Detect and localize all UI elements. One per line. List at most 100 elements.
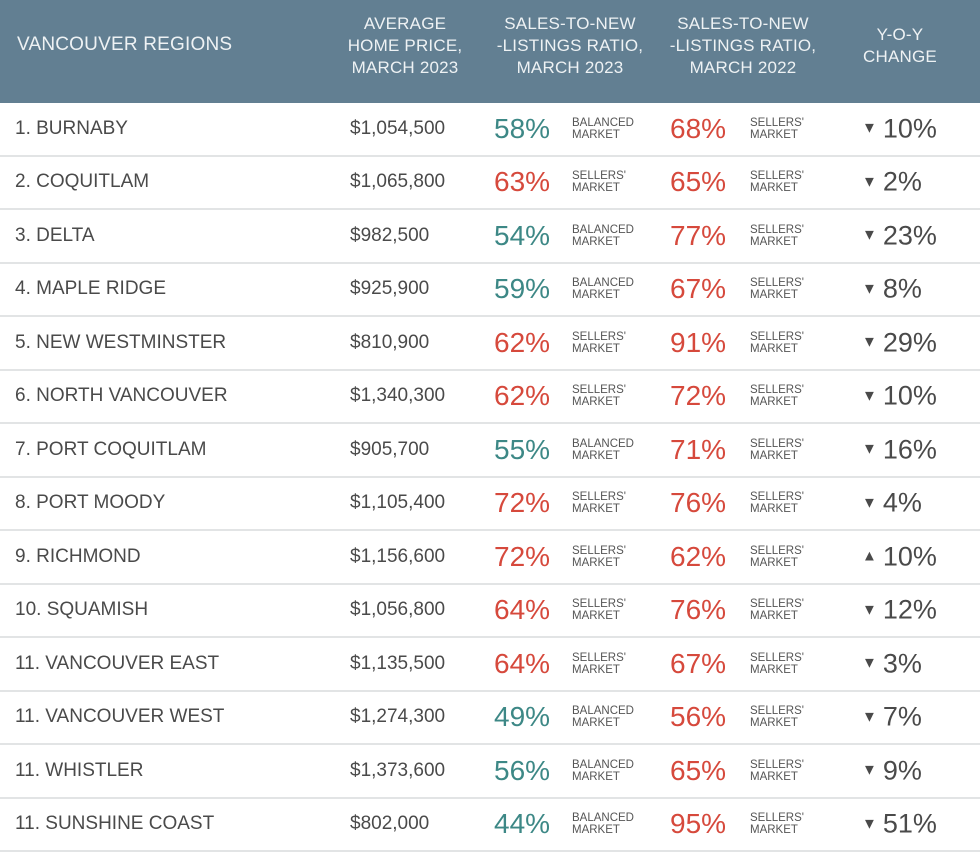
region-name: 7. PORT COQUITLAM bbox=[15, 439, 206, 461]
ratio-2023: 55% bbox=[494, 434, 550, 466]
region-name: 11. VANCOUVER WEST bbox=[15, 706, 224, 728]
ratio-2022: 72% bbox=[670, 380, 726, 412]
market-label-2023: SELLERS'MARKET bbox=[572, 598, 652, 622]
market-label-2023: SELLERS'MARKET bbox=[572, 545, 652, 569]
yoy-change: ▼ 9% bbox=[862, 755, 922, 786]
yoy-value: 10% bbox=[883, 541, 937, 571]
market-label-2023: SELLERS'MARKET bbox=[572, 331, 652, 355]
triangle-down-icon: ▼ bbox=[862, 441, 877, 458]
yoy-change: ▼2% bbox=[862, 167, 922, 198]
market-label-2023: SELLERS'MARKET bbox=[572, 384, 652, 408]
yoy-value: 23% bbox=[883, 220, 937, 250]
ratio-2023: 44% bbox=[494, 808, 550, 840]
avg-price: $1,340,300 bbox=[350, 385, 445, 407]
avg-price: $802,000 bbox=[350, 813, 429, 835]
triangle-down-icon: ▼ bbox=[862, 815, 877, 832]
yoy-value: 9% bbox=[883, 755, 922, 785]
avg-price: $1,054,500 bbox=[350, 118, 445, 140]
yoy-change: ▼29% bbox=[862, 327, 937, 358]
yoy-change: ▼4% bbox=[862, 488, 922, 519]
region-name: 11. SUNSHINE COAST bbox=[15, 813, 214, 835]
triangle-down-icon: ▼ bbox=[862, 280, 877, 297]
ratio-2023: 72% bbox=[494, 487, 550, 519]
ratio-2023: 64% bbox=[494, 648, 550, 680]
ratio-2023: 62% bbox=[494, 327, 550, 359]
table-row: 9. RICHMOND $1,156,600 72% SELLERS'MARKET 62… bbox=[0, 531, 980, 585]
triangle-down-icon: ▼ bbox=[862, 494, 877, 511]
market-label-2022: SELLERS'MARKET bbox=[750, 705, 830, 729]
triangle-down-icon: ▼ bbox=[862, 334, 877, 351]
triangle-down-icon: ▼ bbox=[862, 173, 877, 190]
header-ratio-2023: SALES-TO-NEW-LISTINGS RATIO,MARCH 2023 bbox=[490, 13, 650, 79]
avg-price: $982,500 bbox=[350, 225, 429, 247]
ratio-2022: 71% bbox=[670, 434, 726, 466]
yoy-change: ▼12% bbox=[862, 595, 937, 626]
region-name: 3. DELTA bbox=[15, 225, 95, 247]
region-name: 10. SQUAMISH bbox=[15, 599, 148, 621]
market-label-2023: SELLERS'MARKET bbox=[572, 652, 652, 676]
yoy-change: ▼10% bbox=[862, 381, 937, 412]
ratio-2022: 65% bbox=[670, 166, 726, 198]
region-name: 8. PORT MOODY bbox=[15, 492, 165, 514]
header-regions: VANCOUVER REGIONS bbox=[17, 34, 232, 56]
market-label-2022: SELLERS'MARKET bbox=[750, 224, 830, 248]
ratio-2023: 72% bbox=[494, 541, 550, 573]
market-label-2022: SELLERS'MARKET bbox=[750, 598, 830, 622]
ratio-2022: 62% bbox=[670, 541, 726, 573]
ratio-2023: 63% bbox=[494, 166, 550, 198]
triangle-down-icon: ▼ bbox=[862, 387, 877, 404]
ratio-2023: 59% bbox=[494, 273, 550, 305]
header-ratio-2022: SALES-TO-NEW-LISTINGS RATIO,MARCH 2022 bbox=[663, 13, 823, 79]
triangle-up-icon: ▲ bbox=[862, 548, 877, 565]
yoy-change: ▼23% bbox=[862, 220, 937, 251]
avg-price: $1,373,600 bbox=[350, 760, 445, 782]
ratio-2022: 67% bbox=[670, 273, 726, 305]
ratio-2022: 76% bbox=[670, 594, 726, 626]
ratio-2022: 56% bbox=[670, 701, 726, 733]
ratio-2023: 54% bbox=[494, 220, 550, 252]
avg-price: $1,156,600 bbox=[350, 546, 445, 568]
avg-price: $1,105,400 bbox=[350, 492, 445, 514]
triangle-down-icon: ▼ bbox=[862, 762, 877, 779]
market-label-2022: SELLERS'MARKET bbox=[750, 652, 830, 676]
market-label-2022: SELLERS'MARKET bbox=[750, 759, 830, 783]
yoy-value: 3% bbox=[883, 648, 922, 678]
yoy-value: 51% bbox=[883, 809, 937, 839]
market-label-2022: SELLERS'MARKET bbox=[750, 170, 830, 194]
yoy-value: 12% bbox=[883, 595, 937, 625]
ratio-2022: 91% bbox=[670, 327, 726, 359]
region-name: 1. BURNABY bbox=[15, 118, 128, 140]
yoy-change: ▼ 7% bbox=[862, 702, 922, 733]
region-name: 11. VANCOUVER EAST bbox=[15, 653, 219, 675]
market-label-2022: SELLERS'MARKET bbox=[750, 277, 830, 301]
ratio-2022: 76% bbox=[670, 487, 726, 519]
yoy-value: 7% bbox=[883, 702, 922, 732]
ratio-2023: 62% bbox=[494, 380, 550, 412]
ratio-2023: 58% bbox=[494, 113, 550, 145]
triangle-down-icon: ▼ bbox=[862, 708, 877, 725]
yoy-value: 8% bbox=[883, 274, 922, 304]
region-name: 9. RICHMOND bbox=[15, 546, 141, 568]
avg-price: $1,056,800 bbox=[350, 599, 445, 621]
region-name: 4. MAPLE RIDGE bbox=[15, 278, 166, 300]
